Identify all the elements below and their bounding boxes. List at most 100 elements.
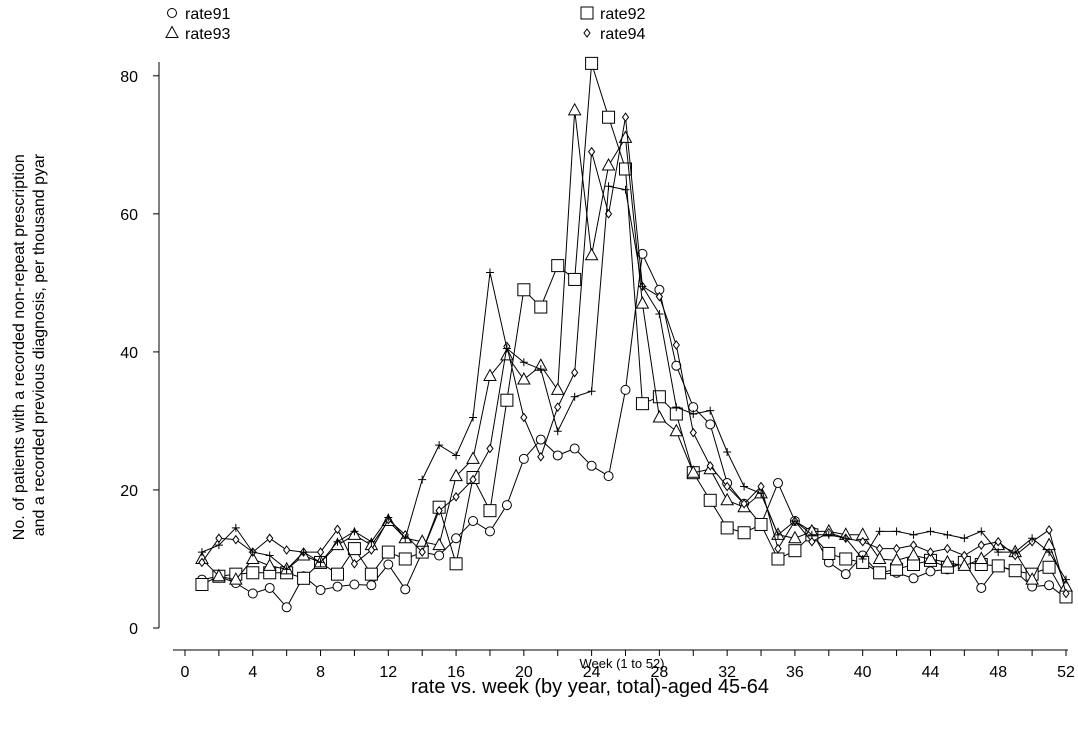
- data-point-plus: [723, 447, 732, 456]
- data-point-plus: [367, 537, 376, 546]
- series-unlabeled-5: [197, 182, 1070, 584]
- x-tick-label: 28: [650, 664, 668, 681]
- legend-label: rate91: [185, 6, 230, 23]
- data-point-triangle: [669, 423, 684, 437]
- data-point-triangle: [245, 551, 260, 564]
- data-point-circle: [772, 478, 783, 489]
- data-point-square: [839, 552, 853, 566]
- data-point-plus: [638, 282, 647, 291]
- data-point-diamond: [977, 540, 985, 551]
- data-point-plus: [282, 565, 291, 574]
- data-point-plus: [875, 527, 884, 536]
- data-point-diamond: [232, 534, 240, 545]
- y-tick-label: 80: [120, 69, 138, 86]
- data-point-triangle: [228, 572, 243, 585]
- data-point-plus: [841, 534, 850, 543]
- y-tick-label: 20: [120, 483, 138, 500]
- data-point-circle: [586, 460, 597, 471]
- data-point-triangle: [974, 551, 989, 564]
- data-point-plus: [892, 527, 901, 536]
- data-point-plus: [265, 551, 274, 560]
- x-tick-label: 16: [447, 664, 465, 681]
- data-point-plus: [1028, 534, 1037, 543]
- data-point-square: [534, 300, 548, 314]
- data-point-diamond: [367, 545, 375, 555]
- x-tick-label: 4: [248, 664, 257, 681]
- data-point-diamond: [571, 367, 579, 378]
- data-point-circle: [315, 585, 326, 596]
- data-point-circle: [840, 569, 851, 580]
- legend-marker-triangle: [165, 25, 179, 38]
- data-point-square: [195, 578, 209, 592]
- x-tick-label: 0: [181, 664, 190, 681]
- x-tick-label: 40: [854, 664, 872, 681]
- data-point-plus: [655, 309, 664, 318]
- y-axis-title: No. of patients with a recorded non-repe…: [11, 150, 48, 540]
- data-point-circle: [603, 471, 614, 482]
- data-point-triangle: [940, 554, 955, 568]
- series-line: [201, 63, 1067, 598]
- data-point-plus: [350, 527, 359, 536]
- data-point-plus: [858, 554, 867, 563]
- legend-item-rate93: rate93: [165, 25, 230, 43]
- data-point-square: [246, 566, 260, 580]
- data-point-plus: [757, 489, 766, 498]
- x-tick-label: 32: [718, 664, 736, 681]
- data-point-triangle: [889, 552, 904, 566]
- data-point-diamond: [1062, 588, 1070, 599]
- data-point-triangle: [686, 465, 701, 478]
- data-point-plus: [384, 513, 393, 522]
- data-point-plus: [231, 523, 240, 532]
- x-tick-label: 48: [989, 664, 1007, 681]
- data-point-diamond: [198, 557, 206, 568]
- data-point-circle: [434, 550, 445, 561]
- data-point-square: [398, 552, 412, 566]
- data-point-diamond: [418, 547, 426, 557]
- data-point-plus: [587, 387, 596, 396]
- data-point-plus: [452, 451, 461, 460]
- data-point-plus: [672, 403, 681, 412]
- data-point-circle: [620, 384, 631, 395]
- legend-marker-diamond: [583, 28, 591, 38]
- data-point-triangle: [567, 102, 582, 116]
- y-axis-title-line-2: and a recorded previous diagnosis, per t…: [31, 153, 48, 536]
- series-line: [201, 117, 1067, 594]
- data-point-square: [822, 546, 836, 560]
- data-point-plus: [977, 527, 986, 536]
- data-point-plus: [604, 182, 613, 191]
- data-point-diamond: [350, 558, 359, 569]
- data-point-plus: [333, 537, 342, 546]
- data-point-triangle: [1025, 572, 1039, 585]
- data-point-square: [330, 567, 344, 581]
- data-point-square: [737, 526, 751, 540]
- data-point-plus: [519, 358, 528, 367]
- x-tick-label: 24: [583, 664, 601, 681]
- data-point-circle: [671, 360, 682, 371]
- data-point-plus: [773, 530, 782, 539]
- data-point-plus: [570, 392, 579, 401]
- data-point-square: [483, 504, 497, 518]
- data-point-square: [991, 559, 1005, 573]
- data-point-diamond: [452, 492, 460, 502]
- data-point-square: [754, 517, 768, 531]
- data-point-plus: [824, 530, 833, 539]
- legend-label: rate93: [185, 26, 230, 43]
- series-line: [201, 110, 1067, 587]
- data-point-circle: [366, 580, 377, 591]
- data-point-square: [347, 542, 361, 556]
- data-point-circle: [705, 419, 716, 430]
- series-rate94: [198, 112, 1070, 599]
- x-tick-label: 8: [316, 664, 325, 681]
- data-point-square: [517, 283, 531, 297]
- data-point-diamond: [689, 427, 697, 438]
- data-point-circle: [501, 500, 512, 511]
- data-point-square: [788, 544, 802, 558]
- legend-marker-circle: [167, 8, 177, 18]
- data-point-circle: [332, 581, 343, 592]
- y-tick-label: 60: [120, 207, 138, 224]
- data-point-plus: [197, 548, 206, 557]
- data-point-plus: [994, 548, 1003, 557]
- data-point-plus: [418, 475, 427, 484]
- data-point-square: [551, 259, 565, 273]
- data-point-plus: [1011, 548, 1020, 557]
